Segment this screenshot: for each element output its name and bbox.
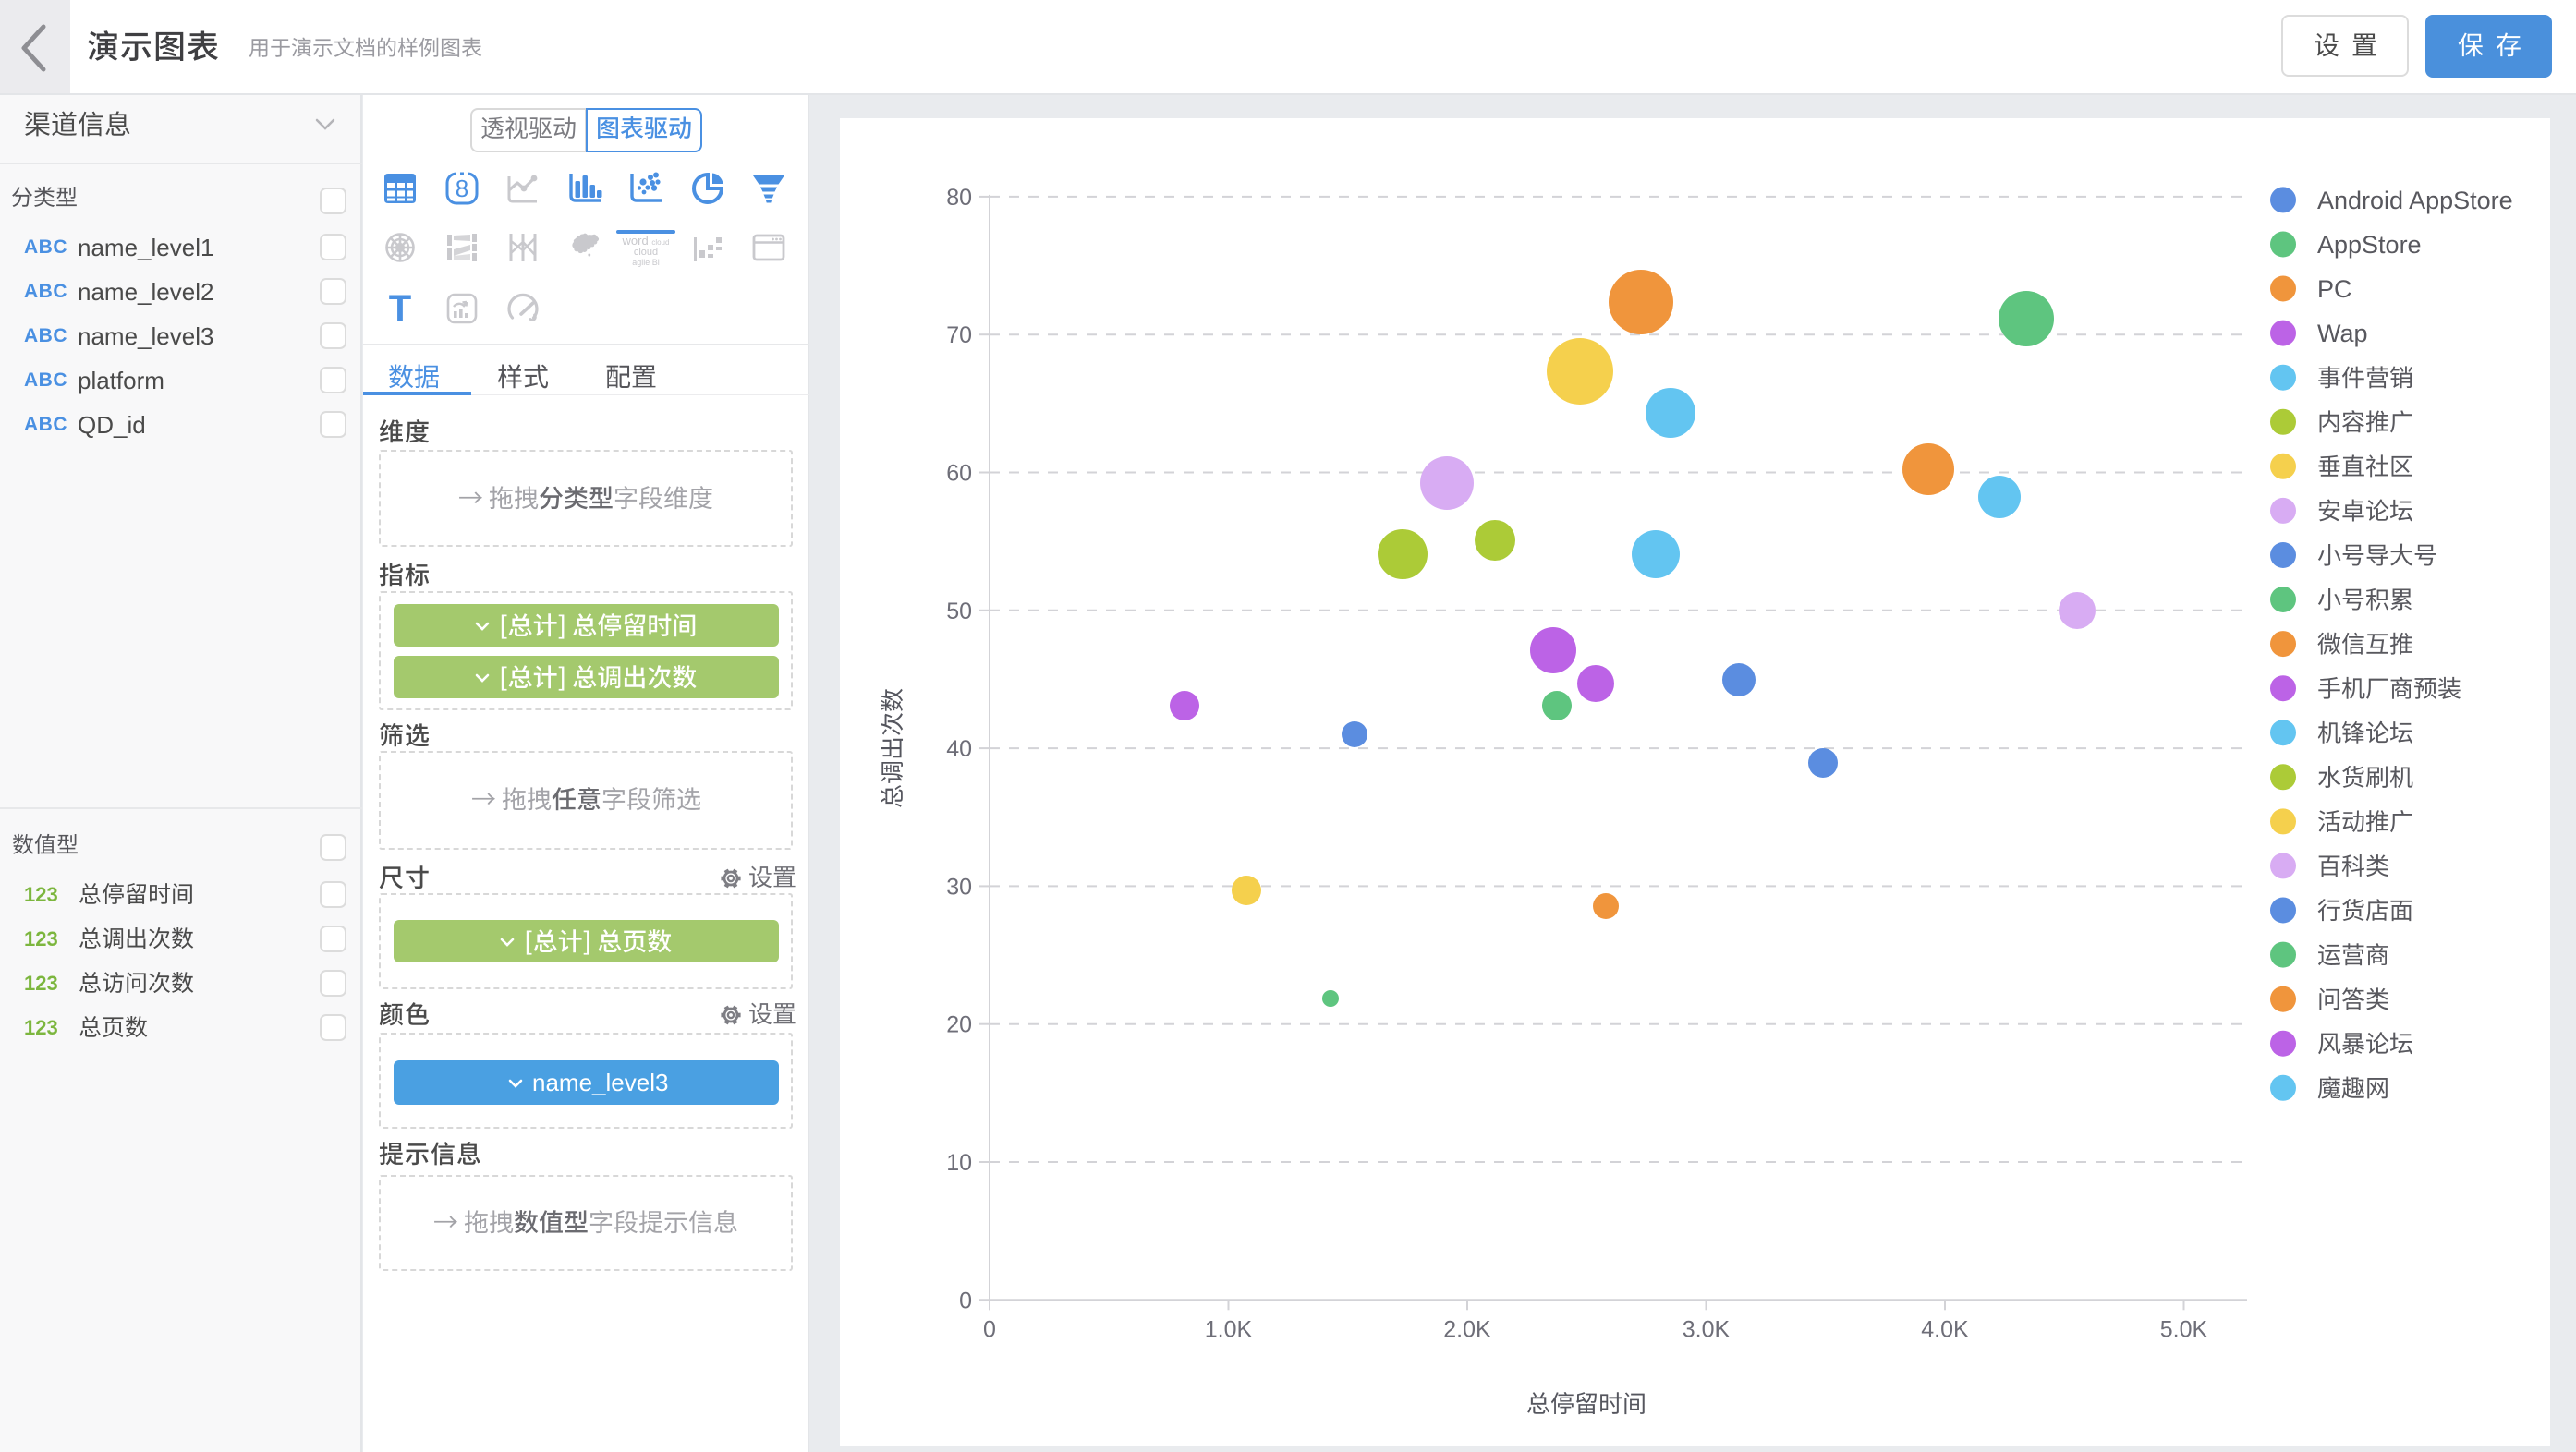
svg-text:10: 10 [946,1150,972,1176]
svg-text:PC: PC [2317,275,2352,303]
svg-text:50: 50 [946,599,972,624]
svg-text:60: 60 [946,461,972,487]
svg-text:AppStore: AppStore [2317,231,2422,259]
svg-text:0: 0 [983,1316,996,1342]
svg-text:5.0K: 5.0K [2160,1316,2208,1342]
svg-text:8: 8 [456,175,468,202]
svg-text:1.0K: 1.0K [1205,1316,1253,1342]
svg-text:4.0K: 4.0K [1921,1316,1969,1342]
svg-text:Android AppStore: Android AppStore [2317,187,2513,214]
svg-text:70: 70 [946,322,972,348]
svg-text:Wap: Wap [2317,320,2368,347]
svg-text:0: 0 [959,1288,972,1313]
svg-text:30: 30 [946,874,972,900]
svg-text:3.0K: 3.0K [1683,1316,1731,1342]
svg-text:80: 80 [946,185,972,211]
svg-text:2.0K: 2.0K [1443,1316,1491,1342]
svg-text:20: 20 [946,1012,972,1038]
svg-text:40: 40 [946,736,972,762]
